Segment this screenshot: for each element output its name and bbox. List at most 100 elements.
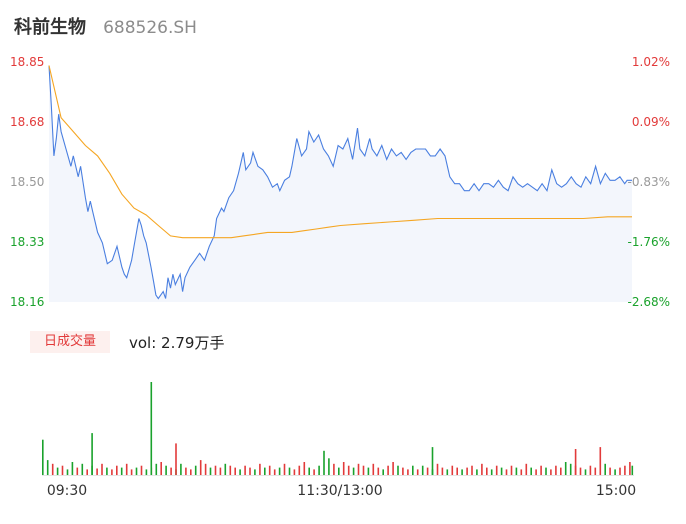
volume-bar: [352, 467, 355, 475]
volume-bar: [170, 467, 172, 475]
volume-bar: [619, 467, 621, 475]
stock-name: 科前生物: [14, 17, 86, 38]
volume-bar: [303, 462, 306, 475]
volume-bar: [194, 465, 197, 475]
volume-bar: [407, 469, 409, 475]
volume-bar: [145, 469, 148, 475]
volume-bar: [564, 462, 567, 475]
volume-bar: [224, 463, 227, 475]
volume-bar: [239, 469, 241, 475]
volume-bar: [402, 467, 404, 475]
volume-bar: [476, 469, 478, 475]
volume-bar: [500, 467, 503, 475]
volume-bar: [101, 463, 103, 475]
price-line-series: [48, 65, 632, 300]
x-tick-label: 09:30: [47, 483, 87, 499]
volume-bar: [589, 465, 592, 475]
volume-bar: [81, 463, 84, 475]
volume-bar: [209, 467, 212, 475]
volume-bar: [116, 465, 118, 475]
volume-bar: [125, 463, 128, 475]
volume-bar: [229, 465, 232, 475]
volume-bar: [604, 463, 606, 475]
volume-bar: [71, 462, 74, 475]
volume-bar: [66, 469, 69, 475]
volume-bar: [244, 465, 246, 475]
volume-bar: [135, 467, 138, 475]
volume-bar: [298, 465, 301, 475]
y-tick-right: 1.02%: [632, 55, 670, 69]
y-tick-right: 0.09%: [632, 115, 670, 129]
volume-bar: [456, 467, 458, 475]
volume-badge[interactable]: 日成交量: [30, 331, 110, 353]
volume-bar: [86, 469, 88, 475]
volume-bar: [96, 468, 98, 475]
volume-bar: [525, 463, 528, 475]
volume-bar: [584, 469, 587, 475]
volume-bar: [446, 469, 449, 475]
volume-bar: [46, 460, 49, 475]
volume-bar: [451, 465, 454, 475]
volume-bar: [594, 467, 597, 475]
volume-bar: [377, 467, 380, 475]
volume-bar: [609, 467, 611, 475]
volume-bar: [579, 467, 582, 475]
volume-bar: [387, 465, 389, 475]
volume-bar: [397, 465, 399, 475]
volume-bar: [56, 467, 59, 475]
volume-bar: [392, 462, 394, 475]
volume-bar: [574, 449, 577, 475]
x-tick-label: 15:00: [596, 483, 636, 499]
volume-label: vol: 2.79万手: [129, 334, 225, 352]
volume-bar: [283, 463, 286, 475]
volume-bar: [106, 467, 108, 475]
average-price-line-series: [48, 65, 632, 239]
volume-bar: [42, 439, 44, 475]
volume-bar: [76, 467, 79, 475]
volume-bar: [372, 463, 375, 475]
volume-bar: [219, 467, 222, 475]
x-tick-label: 11:30/13:00: [297, 483, 382, 499]
volume-bar: [550, 469, 552, 475]
volume-bar: [199, 460, 202, 475]
y-tick-right: -1.76%: [628, 235, 670, 249]
volume-bar: [382, 469, 384, 475]
volume-bar: [357, 463, 360, 475]
volume-bar: [268, 465, 271, 475]
volume-bar: [204, 463, 207, 475]
volume-bar: [328, 458, 330, 475]
volume-bar: [412, 465, 414, 475]
volume-bar: [490, 469, 493, 475]
volume-bar: [515, 467, 518, 475]
volume-bar: [540, 465, 542, 475]
volume-bar: [624, 465, 626, 475]
volume-bar: [165, 465, 167, 475]
volume-bar: [254, 469, 256, 475]
volume-bar: [466, 467, 468, 475]
volume-bar: [293, 469, 296, 475]
volume-bar: [264, 467, 266, 475]
volume-bar: [560, 467, 562, 475]
volume-bar: [631, 465, 634, 475]
volume-bar: [249, 467, 251, 475]
volume-bar: [347, 465, 350, 475]
volume-bar: [273, 469, 276, 475]
volume-bar: [111, 469, 113, 475]
volume-bar: [288, 467, 291, 475]
y-tick-left: 18.68: [10, 115, 44, 129]
y-tick-left: 18.33: [10, 235, 44, 249]
volume-bar: [520, 469, 523, 475]
volume-bar: [614, 469, 616, 475]
volume-bar: [421, 465, 424, 475]
volume-bar: [130, 469, 133, 475]
volume-bar: [185, 467, 187, 475]
volume-bar: [51, 463, 54, 475]
volume-bar: [120, 467, 123, 475]
volume-bar: [416, 469, 419, 475]
volume-bar: [535, 469, 537, 475]
volume-bar: [486, 467, 488, 475]
volume-bar: [338, 467, 340, 475]
volume-bar: [367, 467, 370, 475]
volume-bar: [342, 462, 345, 475]
